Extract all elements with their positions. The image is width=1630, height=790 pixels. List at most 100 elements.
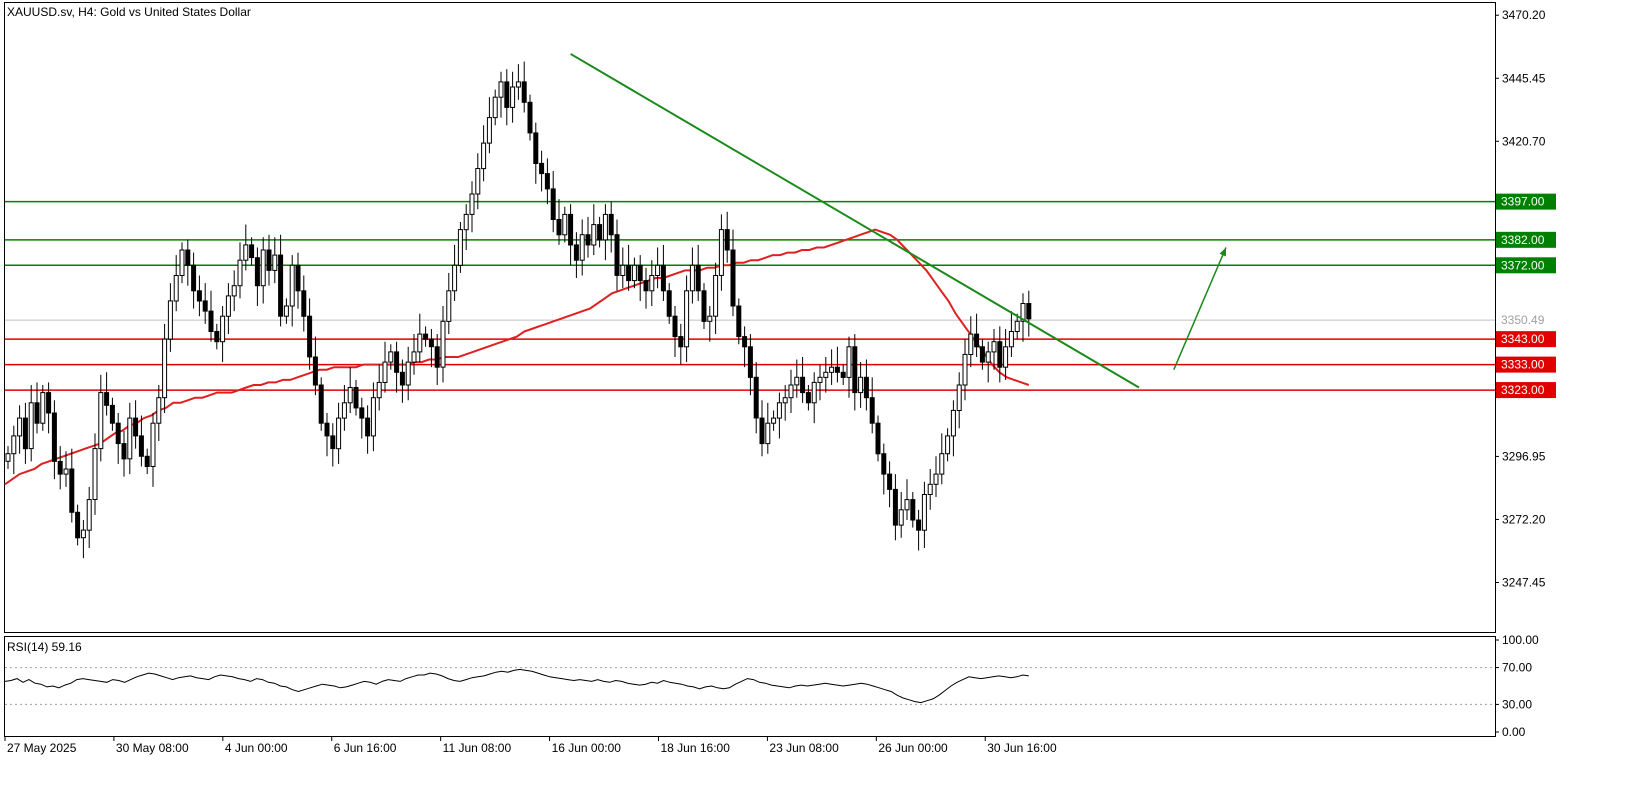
candle-body: [5, 453, 11, 462]
candle-body: [283, 305, 289, 317]
candle-body: [945, 435, 951, 455]
candle-body: [805, 392, 811, 404]
resistance-level-badge: [1496, 193, 1556, 210]
candle-body: [417, 333, 423, 353]
candle: [417, 313, 423, 363]
candle-body: [469, 193, 475, 215]
candle: [573, 232, 579, 279]
candle-body: [921, 494, 927, 531]
rsi-label: RSI(14) 59.16: [7, 640, 82, 654]
candle: [782, 384, 788, 421]
candle: [34, 382, 40, 434]
candle-body: [109, 404, 115, 424]
candle-body: [840, 371, 846, 378]
candle-body: [272, 254, 278, 271]
candle-body: [573, 244, 579, 261]
candle-body: [69, 468, 75, 513]
candle: [173, 255, 179, 312]
candle-body: [295, 264, 301, 292]
candle-body: [742, 336, 748, 348]
candle: [689, 247, 695, 304]
candles: [5, 61, 1032, 559]
candle-body: [898, 509, 904, 526]
candle: [597, 216, 603, 248]
candle-body: [753, 376, 759, 419]
candle: [260, 237, 266, 304]
candle: [840, 364, 846, 385]
candle: [138, 415, 144, 467]
candle: [185, 239, 191, 286]
candle: [875, 415, 881, 462]
rsi-tick-label: 30.00: [1502, 697, 1532, 711]
candle-body: [869, 397, 875, 424]
candle-body: [185, 249, 191, 266]
candle: [805, 384, 811, 411]
candle: [950, 400, 956, 457]
candle: [249, 237, 255, 266]
candle-body: [585, 234, 591, 246]
candle: [666, 283, 672, 324]
candle-body: [359, 407, 365, 419]
horizontal-levels: [5, 200, 1495, 391]
candle: [660, 244, 666, 301]
candle: [22, 402, 28, 464]
candle: [307, 298, 313, 370]
candle-body: [631, 264, 637, 282]
candle: [225, 283, 231, 335]
candle: [956, 372, 962, 429]
candle-body: [678, 336, 684, 348]
candle: [388, 344, 394, 370]
candle-body: [875, 422, 881, 455]
candle-body: [817, 376, 823, 383]
candle: [370, 382, 376, 452]
candle-body: [167, 300, 173, 340]
candle: [852, 334, 858, 411]
candle-body: [434, 346, 440, 368]
candle: [562, 206, 568, 243]
candle-body: [57, 460, 63, 475]
candle-body: [191, 264, 197, 292]
candle-body: [173, 275, 179, 302]
candle: [916, 509, 922, 551]
candle-body: [649, 275, 655, 292]
candle-body: [597, 224, 603, 241]
candle: [945, 428, 951, 462]
candle: [283, 298, 289, 324]
candle-body: [411, 351, 417, 363]
candle-body: [689, 264, 695, 292]
candle: [243, 224, 249, 271]
candle: [104, 372, 110, 416]
candle-body: [515, 81, 521, 88]
candle: [649, 260, 655, 307]
candle: [800, 356, 806, 403]
candle: [695, 244, 701, 301]
candle: [475, 153, 481, 210]
candle-body: [655, 264, 661, 276]
candle: [776, 392, 782, 439]
candle-body: [266, 249, 272, 271]
main-pane-frame: [4, 2, 1496, 633]
time-tick-label: 23 Jun 08:00: [769, 741, 839, 755]
candle: [863, 359, 869, 411]
candle-body: [208, 310, 214, 333]
candle-body: [974, 333, 980, 348]
candle: [266, 234, 272, 286]
resistance-level-badge: [1496, 231, 1556, 248]
candle: [411, 334, 417, 375]
candle-body: [162, 338, 168, 399]
candle-body: [939, 453, 945, 475]
candle: [724, 211, 730, 263]
candle-body: [220, 315, 226, 343]
candle: [17, 405, 23, 454]
candle: [295, 252, 301, 309]
candle-body: [278, 254, 284, 317]
candle-body: [63, 468, 69, 475]
candle-body: [127, 417, 133, 460]
candle: [991, 328, 997, 370]
candle: [858, 362, 864, 408]
candle: [330, 423, 336, 467]
candle: [997, 326, 1003, 383]
candle-body: [75, 511, 81, 539]
candle: [127, 402, 133, 475]
